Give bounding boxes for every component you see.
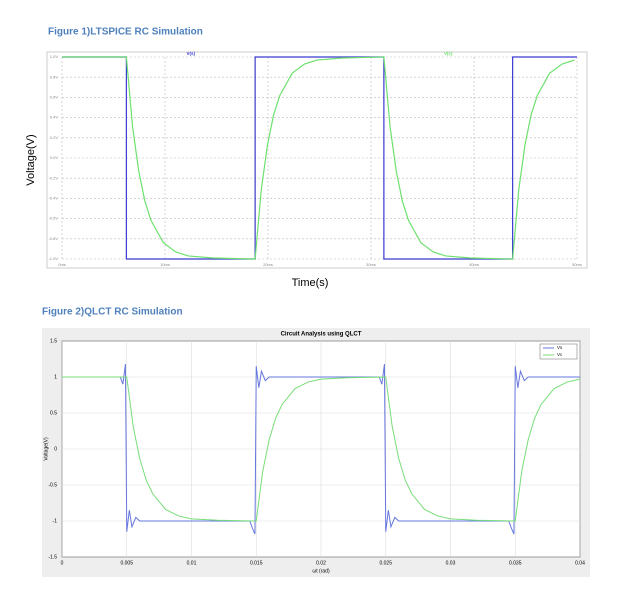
legend-label: V(c) <box>444 51 453 56</box>
series-line <box>62 376 581 522</box>
figure-caption: Figure 2)QLCT RC Simulation <box>42 307 183 318</box>
y-tick-label: 0.8V <box>50 74 59 79</box>
y-tick-label: 0.6V <box>50 94 59 99</box>
x-tick-label: 0.01 <box>187 560 197 566</box>
x-tick-label: 0.03 <box>446 560 456 566</box>
x-tick-label: 0 <box>61 560 64 566</box>
y-tick-label: 1.5 <box>50 338 57 344</box>
x-axis-label: ωt (rad) <box>312 568 330 574</box>
chart-title: Circuit Analysis using QLCT <box>281 332 362 338</box>
x-tick-label: 0.04 <box>575 560 585 566</box>
series-line <box>62 363 580 535</box>
y-axis-label: Voltage(V) <box>43 437 49 461</box>
y-tick-label: -0.4V <box>48 195 58 200</box>
y-tick-label: 0.4V <box>50 115 59 120</box>
y-tick-label: -0.5 <box>48 482 57 488</box>
y-tick-label: 1 <box>54 374 57 380</box>
y-tick-label: -1.5 <box>48 554 57 560</box>
plot-frame <box>46 51 588 269</box>
y-tick-label: -1.0V <box>48 256 58 261</box>
x-tick-label: 0ms <box>58 262 66 267</box>
y-tick-label: -0.8V <box>48 236 58 241</box>
x-tick-label: 0.015 <box>250 560 263 566</box>
y-tick-label: -0.2V <box>48 175 58 180</box>
legend-label: Vc <box>557 352 563 357</box>
x-tick-label: 40ms <box>469 262 479 267</box>
x-tick-label: 30ms <box>366 262 376 267</box>
x-axis-label: Time(s) <box>292 277 329 289</box>
x-tick-label: 0.035 <box>509 560 522 566</box>
y-tick-label: 0.2V <box>50 135 59 140</box>
y-tick-label: -1 <box>53 518 58 524</box>
legend-label: V(s) <box>186 51 195 56</box>
y-tick-label: 0.0V <box>50 155 59 160</box>
x-tick-label: 10ms <box>160 262 170 267</box>
legend-label: Vs <box>557 345 563 350</box>
y-tick-label: -0.6V <box>48 216 58 221</box>
y-tick-label: 1.0V <box>50 54 59 59</box>
x-tick-label: 0.02 <box>316 560 326 566</box>
series-line <box>62 56 577 260</box>
x-tick-label: 0.025 <box>379 560 392 566</box>
x-tick-label: 20ms <box>263 262 273 267</box>
y-tick-label: 0.5 <box>50 410 57 416</box>
y-tick-label: 0 <box>54 446 57 452</box>
x-tick-label: 50ms <box>572 262 582 267</box>
y-axis-label: Voltage(V) <box>25 134 37 185</box>
figure-caption: Figure 1)LTSPICE RC Simulation <box>48 27 203 38</box>
series-line <box>62 56 575 260</box>
x-tick-label: 0.005 <box>120 560 133 566</box>
